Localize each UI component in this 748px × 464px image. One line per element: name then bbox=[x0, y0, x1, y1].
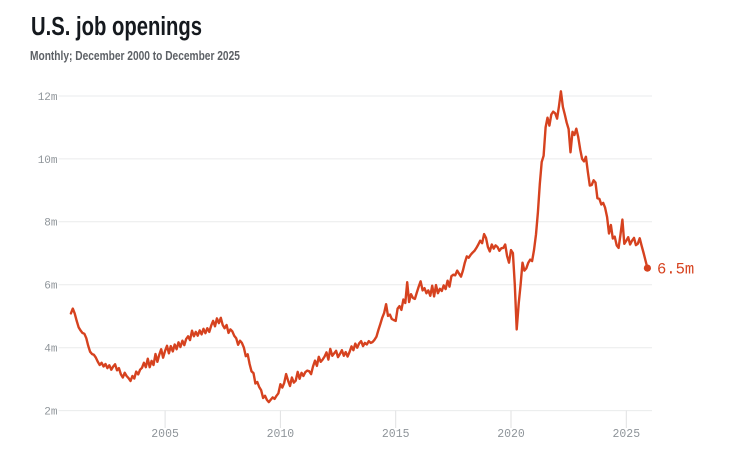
svg-text:6m: 6m bbox=[44, 281, 58, 293]
svg-text:2005: 2005 bbox=[151, 428, 179, 441]
svg-text:2015: 2015 bbox=[382, 428, 410, 441]
svg-text:10m: 10m bbox=[38, 155, 58, 167]
svg-text:2020: 2020 bbox=[497, 428, 525, 441]
svg-text:4m: 4m bbox=[44, 344, 58, 356]
svg-text:12m: 12m bbox=[38, 92, 58, 104]
svg-text:2010: 2010 bbox=[267, 428, 295, 441]
svg-text:8m: 8m bbox=[44, 218, 58, 230]
svg-text:6.5m: 6.5m bbox=[657, 260, 694, 278]
svg-text:2025: 2025 bbox=[612, 428, 640, 441]
svg-text:2m: 2m bbox=[44, 407, 58, 419]
